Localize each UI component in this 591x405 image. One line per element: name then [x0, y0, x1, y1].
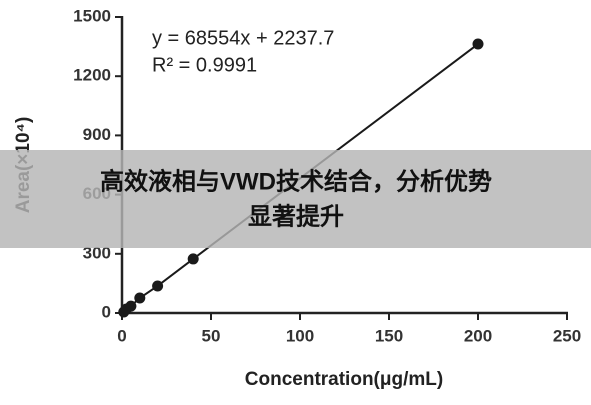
x-tick-label: 250 [553, 326, 581, 345]
y-tick-label: 900 [83, 125, 111, 144]
y-tick-label: 0 [102, 302, 111, 321]
r-squared: R² = 0.9991 [152, 54, 257, 76]
banner-line: 高效液相与VWD技术结合，分析优势 [100, 167, 492, 195]
x-tick-label: 0 [117, 326, 126, 345]
x-axis-label: Concentration(μg/mL) [245, 369, 443, 390]
y-tick-label: 1200 [73, 66, 111, 85]
x-tick-label: 200 [464, 326, 492, 345]
data-point [472, 38, 484, 50]
x-tick-label: 150 [375, 326, 403, 345]
data-point [152, 280, 164, 292]
data-point [134, 292, 146, 304]
data-point [125, 300, 137, 312]
y-tick-label: 1500 [73, 6, 111, 25]
x-tick-label: 100 [286, 326, 314, 345]
equation: y = 68554x + 2237.7 [152, 27, 334, 49]
x-tick-label: 50 [202, 326, 221, 345]
banner-background [0, 150, 591, 248]
y-tick-label: 300 [83, 243, 111, 262]
banner-line: 显著提升 [248, 203, 344, 230]
data-point [187, 253, 199, 265]
